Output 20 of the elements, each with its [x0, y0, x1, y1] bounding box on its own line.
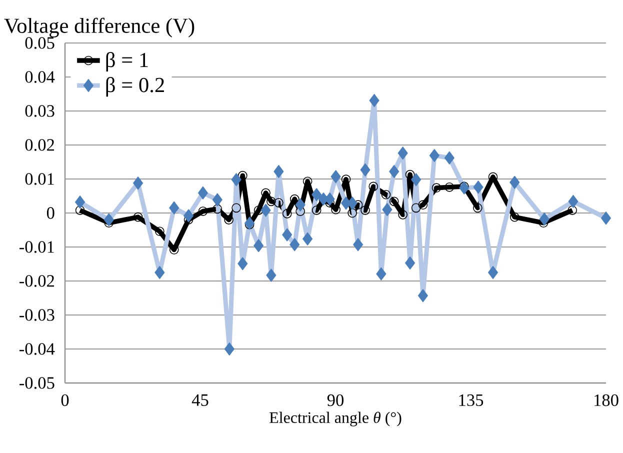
legend-label: β = 0.2	[106, 77, 164, 97]
x-tick-label: 135	[459, 394, 484, 406]
legend-label: β = 1	[106, 52, 148, 72]
x-tick-label: 45	[192, 394, 208, 406]
y-tick-label: -0.03	[20, 309, 54, 321]
x-tick-label: 180	[594, 394, 618, 406]
y-tick-label: -0.04	[20, 343, 55, 355]
y-tick-label: 0.05	[25, 37, 54, 49]
y-tick-label: 0	[46, 207, 54, 219]
x-tick-label: 90	[327, 394, 344, 406]
y-tick-label: 0.01	[25, 173, 54, 185]
y-tick-label: -0.02	[20, 275, 54, 287]
x-tick-label: 0	[61, 394, 69, 406]
y-tick-label: -0.05	[20, 377, 54, 389]
y-tick-label: -0.01	[20, 241, 54, 253]
x-axis-title: Electrical angle θ (°)	[270, 412, 402, 426]
y-axis-title: Voltage difference (V)	[4, 18, 194, 38]
y-tick-label: 0.02	[25, 139, 54, 151]
y-tick-label: 0.03	[25, 105, 54, 117]
y-tick-label: 0.04	[25, 71, 55, 83]
